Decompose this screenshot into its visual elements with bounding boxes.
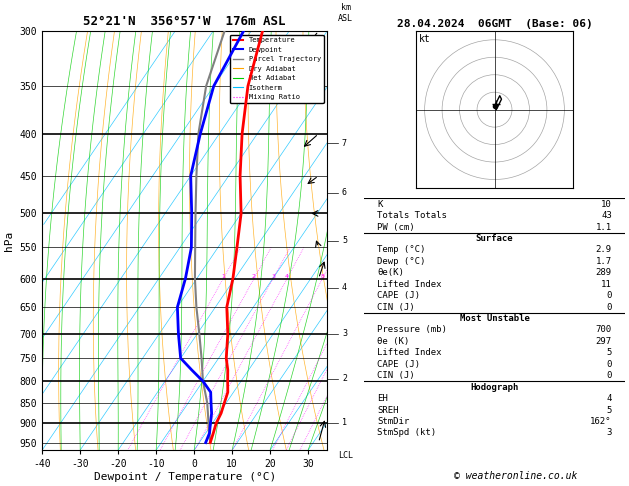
Text: 700: 700: [596, 326, 612, 334]
Text: 5: 5: [606, 348, 612, 357]
Text: 5: 5: [342, 236, 347, 245]
Text: LCL: LCL: [338, 451, 353, 460]
Text: 1: 1: [342, 418, 347, 427]
Text: Surface: Surface: [476, 234, 513, 243]
Text: SREH: SREH: [377, 405, 399, 415]
Text: CAPE (J): CAPE (J): [377, 360, 420, 369]
Y-axis label: hPa: hPa: [4, 230, 14, 251]
Text: 0: 0: [606, 291, 612, 300]
Text: Lifted Index: Lifted Index: [377, 280, 442, 289]
Text: θe(K): θe(K): [377, 268, 404, 278]
Text: 43: 43: [601, 211, 612, 220]
Text: 2.9: 2.9: [596, 245, 612, 255]
Text: PW (cm): PW (cm): [377, 223, 415, 231]
Text: Dewp (°C): Dewp (°C): [377, 257, 426, 266]
Text: 0: 0: [606, 360, 612, 369]
Text: θe (K): θe (K): [377, 337, 409, 346]
Text: StmSpd (kt): StmSpd (kt): [377, 428, 437, 437]
Text: 8: 8: [321, 274, 325, 278]
Text: 1.1: 1.1: [596, 223, 612, 231]
Text: 7: 7: [342, 139, 347, 148]
Text: 289: 289: [596, 268, 612, 278]
Text: Lifted Index: Lifted Index: [377, 348, 442, 357]
Text: StmDir: StmDir: [377, 417, 409, 426]
Text: Most Unstable: Most Unstable: [460, 314, 530, 323]
Text: 6: 6: [342, 189, 347, 197]
Text: 1.7: 1.7: [596, 257, 612, 266]
Text: 3: 3: [271, 274, 275, 278]
Title: 28.04.2024  06GMT  (Base: 06): 28.04.2024 06GMT (Base: 06): [397, 19, 593, 29]
Text: 11: 11: [601, 280, 612, 289]
Text: K: K: [377, 200, 382, 208]
Text: Temp (°C): Temp (°C): [377, 245, 426, 255]
Text: CIN (J): CIN (J): [377, 371, 415, 380]
Text: Totals Totals: Totals Totals: [377, 211, 447, 220]
Title: 52°21'N  356°57'W  176m ASL: 52°21'N 356°57'W 176m ASL: [84, 16, 286, 29]
Text: © weatheronline.co.uk: © weatheronline.co.uk: [454, 471, 577, 481]
Text: 0: 0: [606, 371, 612, 380]
Text: Pressure (mb): Pressure (mb): [377, 326, 447, 334]
X-axis label: Dewpoint / Temperature (°C): Dewpoint / Temperature (°C): [94, 472, 276, 482]
Text: 1: 1: [221, 274, 225, 278]
Text: EH: EH: [377, 394, 388, 403]
Text: 4: 4: [342, 283, 347, 293]
Text: 10: 10: [601, 200, 612, 208]
Text: 3: 3: [606, 428, 612, 437]
Text: Hodograph: Hodograph: [470, 382, 519, 392]
Text: 162°: 162°: [590, 417, 612, 426]
Legend: Temperature, Dewpoint, Parcel Trajectory, Dry Adiabat, Wet Adiabat, Isotherm, Mi: Temperature, Dewpoint, Parcel Trajectory…: [230, 35, 324, 103]
Text: 297: 297: [596, 337, 612, 346]
Text: 4: 4: [285, 274, 289, 278]
Text: 3: 3: [342, 329, 347, 338]
Text: CIN (J): CIN (J): [377, 303, 415, 312]
Text: kt: kt: [419, 34, 431, 44]
Text: 5: 5: [606, 405, 612, 415]
Text: 0: 0: [606, 303, 612, 312]
Text: km
ASL: km ASL: [338, 3, 353, 23]
Text: 2: 2: [342, 375, 347, 383]
Text: CAPE (J): CAPE (J): [377, 291, 420, 300]
Text: 4: 4: [606, 394, 612, 403]
Text: 2: 2: [252, 274, 256, 278]
